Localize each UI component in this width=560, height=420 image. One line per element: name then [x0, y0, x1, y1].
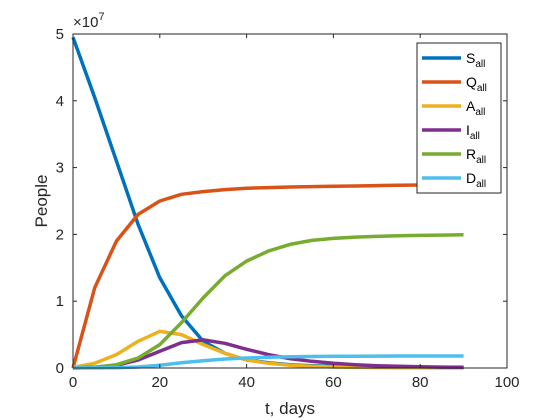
legend-entry-base: Q — [466, 74, 477, 90]
y-tick-label: 0 — [56, 360, 64, 377]
y-tick-label: 4 — [56, 93, 64, 110]
legend-entry-d: Dall — [466, 170, 486, 190]
legend-entry-i: Iall — [466, 122, 480, 142]
legend-entry-a: Aall — [466, 98, 485, 118]
legend-entry-q: Qall — [466, 74, 487, 94]
legend-entry-s: Sall — [466, 50, 485, 70]
y-tick-label: 3 — [56, 160, 64, 177]
legend-entry-sub: all — [475, 107, 485, 118]
series-line-q-all — [71, 182, 464, 369]
y-tick-label: 5 — [56, 26, 64, 43]
ticks-layer: 0 20 40 60 80 100 0 1 2 3 4 5 — [56, 26, 520, 391]
series-line-i-all — [72, 338, 464, 370]
legend-box — [416, 42, 502, 194]
legend-entry-sub: all — [476, 155, 486, 166]
x-tick-label: 0 — [69, 374, 77, 391]
x-tick-label: 80 — [412, 374, 429, 391]
y-tick-label: 2 — [56, 226, 64, 243]
legend-entry-sub: all — [470, 131, 480, 142]
x-tick-label: 60 — [325, 374, 342, 391]
y-tick-label: 1 — [56, 293, 64, 310]
y-exponent-base: ×10 — [73, 14, 98, 31]
legend-entry-sub: all — [477, 83, 487, 94]
axes-box — [72, 33, 508, 369]
x-tick-label: 20 — [151, 374, 168, 391]
legend-entry-r: Rall — [466, 146, 486, 166]
legend-entry-base: A — [466, 98, 476, 114]
legend-entry-base: S — [466, 50, 475, 66]
legend-entry-base: D — [466, 170, 476, 186]
x-tick-label: 100 — [494, 374, 519, 391]
x-tick-label: 40 — [238, 374, 255, 391]
legend-entry-sub: all — [475, 59, 485, 70]
series-line-d-all — [72, 354, 464, 370]
series-layer — [71, 36, 464, 370]
y-exponent-power: 7 — [98, 11, 104, 23]
legend-entry-base: R — [466, 146, 476, 162]
legend-entry-sub: all — [476, 179, 486, 190]
series-line-s-all — [71, 36, 464, 370]
x-axis-label: t, days — [265, 399, 315, 418]
series-line-r-all — [72, 232, 464, 370]
legend-entry-base: I — [466, 122, 470, 138]
y-axis-label: People — [32, 175, 51, 228]
y-exponent-label: ×107 — [73, 11, 105, 31]
